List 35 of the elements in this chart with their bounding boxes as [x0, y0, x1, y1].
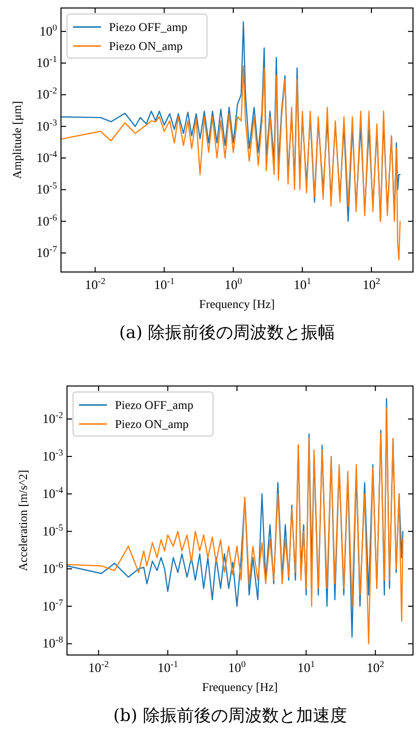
y-tick-label: 10$^{-7}$ — [36, 244, 58, 260]
y-tick-label: 10$^{-6}$ — [42, 560, 64, 576]
legend-label: Piezo OFF_amp — [115, 398, 194, 412]
y-tick-label: 10$^{-2}$ — [42, 410, 64, 426]
y-tick-label: 10$^{-2}$ — [36, 86, 58, 102]
x-axis-title: Frequency [Hz] — [199, 297, 275, 311]
x-tick-label: 10$^{-2}$ — [84, 276, 106, 292]
y-tick-label: 10$^{-7}$ — [42, 597, 64, 614]
y-tick-label: 10$^{0}$ — [39, 22, 58, 38]
y-tick-label: 10$^{-8}$ — [42, 634, 64, 651]
x-tick-label: 10$^{1}$ — [297, 659, 315, 675]
y-tick-label: 10$^{-3}$ — [42, 447, 64, 464]
y-tick-label: 10$^{-5}$ — [36, 180, 58, 197]
y-tick-label: 10$^{-6}$ — [36, 212, 58, 228]
legend-label: Piezo OFF_amp — [109, 20, 188, 34]
y-tick-label: 10$^{-1}$ — [36, 54, 57, 70]
y-axis-title: Amplitude [μm] — [10, 100, 24, 180]
x-tick-label: 10$^{2}$ — [362, 276, 381, 292]
x-tick-label: 10$^{-1}$ — [157, 659, 178, 675]
x-tick-label: 10$^{2}$ — [366, 659, 385, 675]
x-axis-title: Frequency [Hz] — [202, 680, 278, 694]
legend-label: Piezo ON_amp — [109, 39, 183, 53]
y-axis-title: Acceleration [m/s^2] — [16, 470, 30, 572]
x-tick-label: 10$^{1}$ — [294, 276, 312, 292]
x-tick-label: 10$^{0}$ — [224, 276, 243, 292]
legend-label: Piezo ON_amp — [115, 417, 189, 431]
y-tick-label: 10$^{-5}$ — [42, 522, 64, 538]
x-tick-label: 10$^{-2}$ — [88, 659, 110, 675]
x-tick-label: 10$^{-1}$ — [154, 276, 175, 292]
y-tick-label: 10$^{-4}$ — [36, 149, 58, 166]
text: (b) 除振前後の周波数と加速度 — [113, 706, 347, 726]
text: (a) 除振前後の周波数と振幅 — [119, 323, 335, 343]
y-tick-label: 10$^{-3}$ — [36, 117, 58, 134]
x-tick-label: 10$^{0}$ — [228, 659, 246, 675]
y-tick-label: 10$^{-4}$ — [42, 484, 64, 501]
